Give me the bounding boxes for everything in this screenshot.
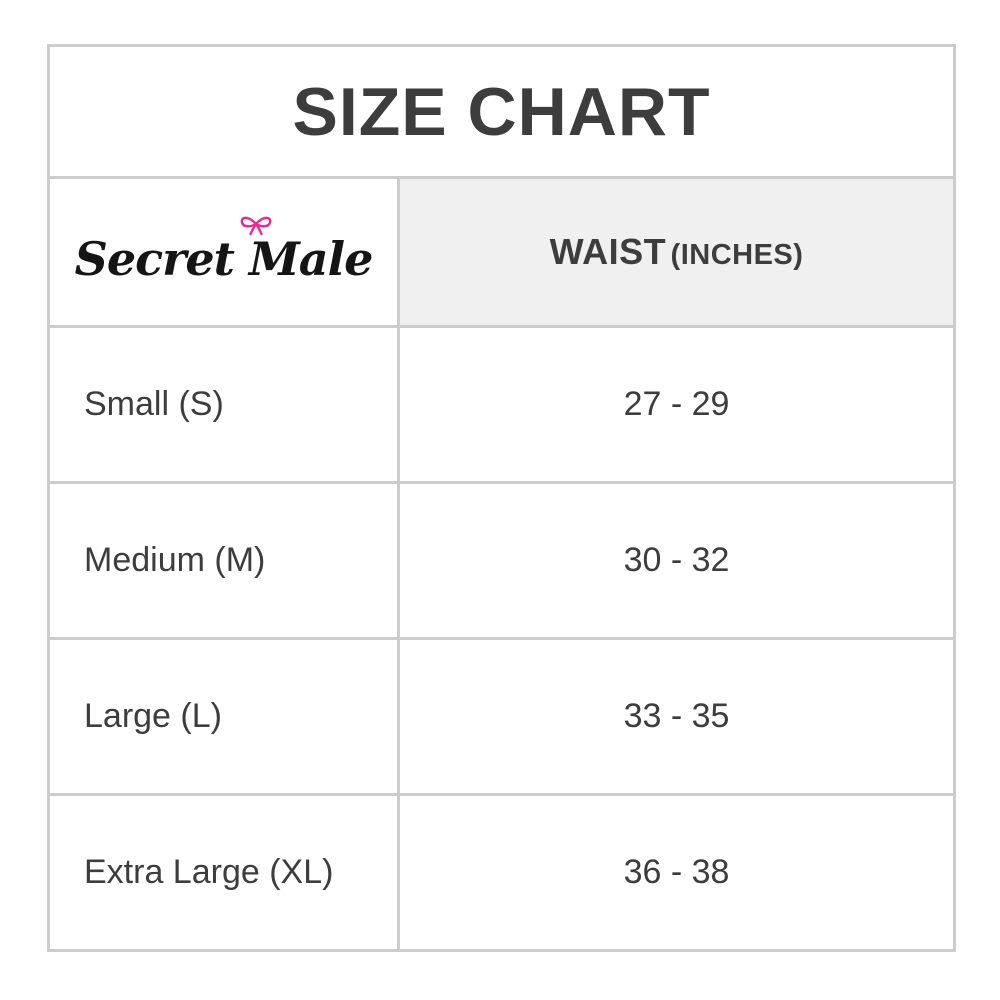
waist-value: 27 - 29: [397, 325, 956, 484]
waist-value: 36 - 38: [397, 793, 956, 952]
waist-header-unit: (INCHES): [670, 239, 804, 271]
title-row: SIZE CHART: [47, 44, 956, 179]
size-label: Large (L): [47, 637, 400, 796]
waist-value: 30 - 32: [397, 481, 956, 640]
table-row: Medium (M) 30 - 32: [47, 481, 956, 640]
size-label: Medium (M): [47, 481, 400, 640]
table-row: Extra Large (XL) 36 - 38: [47, 793, 956, 952]
table-row: Small (S) 27 - 29: [47, 325, 956, 484]
table-row: Large (L) 33 - 35: [47, 637, 956, 796]
waist-header-cell: WAIST (INCHES): [397, 176, 956, 328]
size-chart-table: SIZE CHART Secret Male: [47, 44, 956, 952]
brand-logo: Secret Male: [74, 216, 374, 286]
brand-logo-text: Secret Male: [74, 232, 374, 286]
size-label: Small (S): [47, 325, 400, 484]
page-title: SIZE CHART: [47, 44, 956, 179]
waist-value: 33 - 35: [397, 637, 956, 796]
brand-cell: Secret Male: [47, 176, 400, 328]
waist-header-label: WAIST: [549, 231, 667, 272]
size-label: Extra Large (XL): [47, 793, 400, 952]
bow-icon: [241, 216, 272, 236]
header-row: Secret Male WAIST (INCHES): [47, 176, 956, 328]
